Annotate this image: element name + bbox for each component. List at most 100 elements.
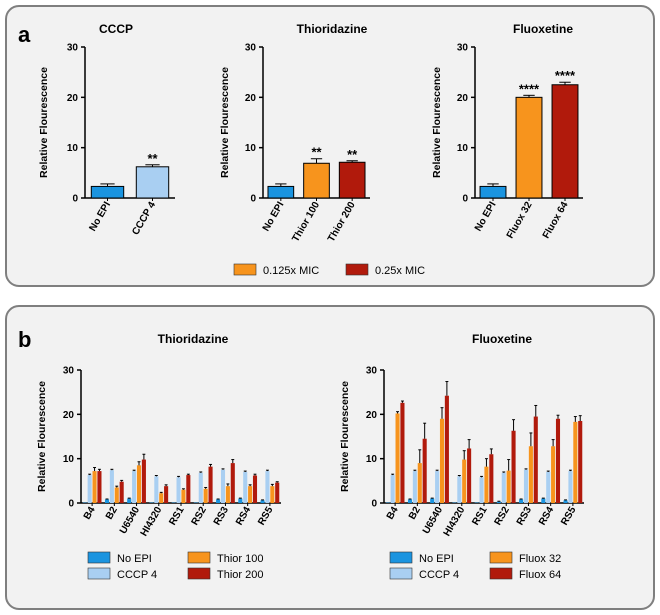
bar <box>555 418 561 503</box>
bar <box>506 470 511 503</box>
y-tick-label: 10 <box>63 454 75 465</box>
bar <box>248 486 253 503</box>
x-tick-label: No EPI <box>473 200 499 234</box>
bar <box>511 430 516 503</box>
y-axis-label: Relative Flourescence <box>38 67 50 178</box>
legend-swatch <box>389 551 413 564</box>
significance-mark: **** <box>555 68 576 83</box>
bar <box>230 463 235 503</box>
legend-label: No EPI <box>117 553 152 565</box>
legend-item: Fluox 32 <box>489 551 561 565</box>
chart-3: Thioridazine Relative Flourescence 0 10 20 30… <box>36 332 281 538</box>
y-tick-label: 30 <box>366 366 378 377</box>
chart-4: Fluoxetine Relative Flourescence 0 10 20 30 B4… <box>339 332 584 538</box>
panel-b <box>5 305 655 610</box>
chart-title: Thioridazine <box>297 22 368 36</box>
bar <box>154 476 159 503</box>
significance-mark: ** <box>311 145 322 160</box>
bar <box>216 499 221 503</box>
x-tick-label: No EPI <box>87 200 113 234</box>
x-tick-label: RS4 <box>537 505 556 528</box>
bar <box>400 402 405 503</box>
x-tick-label: B4 <box>82 505 98 522</box>
y-tick-label: 30 <box>245 43 257 54</box>
bar <box>412 471 417 503</box>
bar <box>422 438 427 503</box>
legend-swatch <box>389 567 413 580</box>
legend-label: Fluox 64 <box>519 569 561 581</box>
bar <box>435 471 440 503</box>
bar <box>338 161 366 199</box>
legend-label: CCCP 4 <box>117 569 157 581</box>
bar <box>141 459 146 503</box>
bar <box>270 486 275 503</box>
legend-item: 0.25x MIC <box>345 263 425 277</box>
y-axis-label: Relative Flourescence <box>219 67 231 178</box>
bar <box>114 487 119 503</box>
bar <box>186 475 191 503</box>
bar <box>541 498 546 503</box>
bar <box>501 472 506 503</box>
chart-title: CCCP <box>99 22 133 36</box>
bar <box>159 493 164 503</box>
legend-swatch <box>187 567 211 580</box>
bar <box>136 465 142 503</box>
legend-item: No EPI <box>389 551 454 565</box>
y-tick-label: 0 <box>72 194 78 205</box>
legend-label: Thior 100 <box>217 553 263 565</box>
bar <box>563 500 568 503</box>
bar <box>119 481 124 503</box>
y-tick-label: 0 <box>250 194 256 205</box>
x-tick-label: Fluox 32 <box>505 200 535 241</box>
x-tick-label: RS5 <box>256 505 275 528</box>
y-tick-label: 20 <box>366 410 378 421</box>
y-tick-label: 20 <box>457 93 469 104</box>
panel-b-letter: b <box>18 327 31 352</box>
bar <box>407 499 413 503</box>
y-tick-label: 0 <box>371 499 377 510</box>
y-tick-label: 10 <box>67 143 79 154</box>
legend-item: Thior 200 <box>187 567 263 581</box>
x-tick-label: B2 <box>407 505 423 522</box>
legend-label: No EPI <box>419 553 454 565</box>
bar <box>439 418 445 503</box>
bar <box>260 500 265 503</box>
chart-2: Fluoxetine Relative Flourescence 0 10 20 30 No… <box>431 22 583 241</box>
x-tick-label: HI4320 <box>139 505 165 539</box>
panel-a <box>5 5 655 287</box>
y-tick-label: 10 <box>366 454 378 465</box>
legend-item: Thior 100 <box>187 551 263 565</box>
bar <box>578 420 583 503</box>
y-tick-label: 30 <box>457 43 469 54</box>
charts: CCCP Relative Flourescence 0 10 20 30 No EPI **… <box>36 22 584 538</box>
y-axis-label: Relative Flourescence <box>36 381 48 492</box>
legend-label: CCCP 4 <box>419 569 459 581</box>
bar <box>489 454 494 503</box>
bar <box>90 185 125 199</box>
x-tick-label: CCCP 4 <box>130 200 158 237</box>
bar <box>573 421 578 503</box>
legend-swatch <box>489 567 513 580</box>
bar <box>267 185 295 199</box>
bar <box>135 166 170 199</box>
x-tick-label: Thior 200 <box>326 200 358 244</box>
bar <box>546 471 551 503</box>
bar <box>444 395 449 503</box>
legend-swatch <box>87 567 111 580</box>
bar <box>533 416 538 503</box>
x-tick-label: No EPI <box>261 200 287 234</box>
x-tick-label: Fluox 64 <box>541 200 571 241</box>
bar <box>551 84 579 199</box>
x-tick-label: RS1 <box>470 505 489 528</box>
bar <box>104 499 110 503</box>
y-axis-label: Relative Flourescence <box>339 381 351 492</box>
significance-mark: ** <box>147 151 158 166</box>
legend-swatch <box>233 263 257 276</box>
legend-swatch <box>187 551 211 564</box>
bar <box>97 471 102 503</box>
legend-item: CCCP 4 <box>389 567 459 581</box>
legend-item: 0.125x MIC <box>233 263 319 277</box>
y-tick-label: 0 <box>68 499 74 510</box>
y-tick-label: 10 <box>457 143 469 154</box>
